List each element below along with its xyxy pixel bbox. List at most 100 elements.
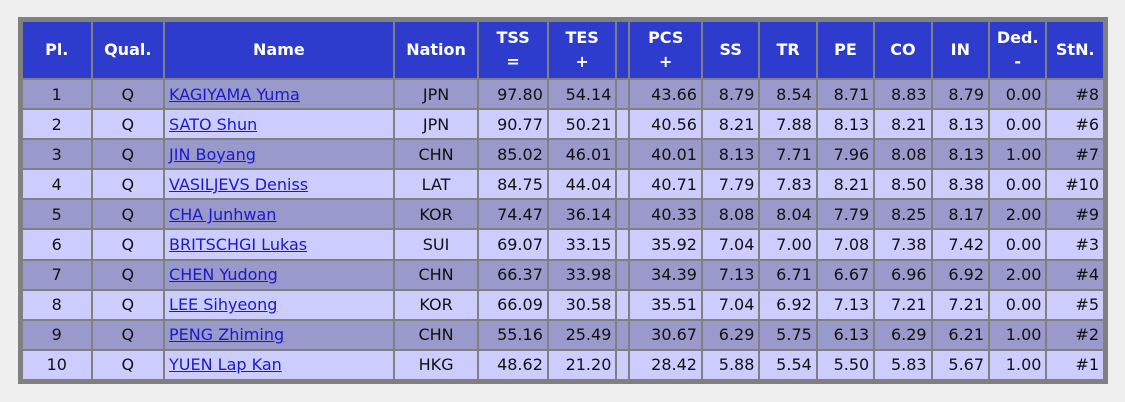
skater-link[interactable]: VASILJEVS Deniss [169, 174, 309, 194]
in-cell: 7.21 [932, 290, 989, 319]
qual-cell: Q [92, 170, 164, 199]
qual-cell: Q [92, 230, 164, 259]
skater-link[interactable]: SATO Shun [169, 114, 258, 134]
tss-cell: 66.37 [479, 260, 547, 289]
pcs-cell: 40.33 [630, 200, 701, 229]
header-deductions: Ded. - [990, 22, 1046, 78]
spacer-cell [617, 230, 629, 259]
ded-cell: 1.00 [990, 350, 1046, 379]
name-cell: CHA Junhwan [165, 200, 393, 229]
skater-link[interactable]: YUEN Lap Kan [169, 355, 282, 375]
pcs-cell: 28.42 [630, 350, 701, 379]
place-cell: 5 [23, 200, 91, 229]
pcs-cell: 43.66 [630, 80, 701, 109]
in-cell: 8.79 [932, 80, 989, 109]
tr-cell: 6.92 [760, 290, 816, 319]
pcs-cell: 34.39 [630, 260, 701, 289]
skater-link[interactable]: PENG Zhiming [169, 325, 285, 345]
skater-link[interactable]: BRITSCHGI Lukas [169, 235, 308, 255]
qual-cell: Q [92, 110, 164, 139]
table-row: 8 Q LEE Sihyeong KOR 66.09 30.58 35.51 7… [23, 290, 1103, 319]
pcs-cell: 35.92 [630, 230, 701, 259]
ss-cell: 8.21 [702, 110, 759, 139]
co-cell: 7.38 [875, 230, 931, 259]
skater-link[interactable]: CHA Junhwan [169, 204, 277, 224]
ded-cell: 0.00 [990, 110, 1046, 139]
tss-cell: 55.16 [479, 320, 547, 349]
spacer-cell [617, 290, 629, 319]
tes-cell: 21.20 [548, 350, 616, 379]
header-tr: TR [760, 22, 816, 78]
place-cell: 4 [23, 170, 91, 199]
ded-cell: 0.00 [990, 230, 1046, 259]
tr-cell: 8.54 [760, 80, 816, 109]
name-cell: LEE Sihyeong [165, 290, 393, 319]
header-tss: TSS = [479, 22, 547, 78]
name-cell: CHEN Yudong [165, 260, 393, 289]
header-pcs: PCS + [630, 22, 701, 78]
place-cell: 6 [23, 230, 91, 259]
stn-cell: #9 [1047, 200, 1103, 229]
stn-cell: #10 [1047, 170, 1103, 199]
tr-cell: 7.88 [760, 110, 816, 139]
name-cell: VASILJEVS Deniss [165, 170, 393, 199]
stn-cell: #5 [1047, 290, 1103, 319]
nation-cell: CHN [394, 260, 478, 289]
pe-cell: 8.13 [817, 110, 874, 139]
tss-cell: 97.80 [479, 80, 547, 109]
ded-cell: 0.00 [990, 80, 1046, 109]
skater-link[interactable]: CHEN Yudong [169, 265, 278, 285]
ss-cell: 8.13 [702, 140, 759, 169]
ss-cell: 6.29 [702, 320, 759, 349]
skater-link[interactable]: LEE Sihyeong [169, 295, 278, 315]
nation-cell: CHN [394, 320, 478, 349]
ss-cell: 7.04 [702, 290, 759, 319]
skater-link[interactable]: KAGIYAMA Yuma [169, 84, 300, 104]
co-cell: 5.83 [875, 350, 931, 379]
pe-cell: 7.08 [817, 230, 874, 259]
header-tes: TES + [548, 22, 616, 78]
tss-cell: 66.09 [479, 290, 547, 319]
nation-cell: CHN [394, 140, 478, 169]
tr-cell: 7.71 [760, 140, 816, 169]
stn-cell: #6 [1047, 110, 1103, 139]
nation-cell: KOR [394, 290, 478, 319]
tss-cell: 90.77 [479, 110, 547, 139]
skater-link[interactable]: JIN Boyang [169, 144, 256, 164]
pcs-cell: 40.56 [630, 110, 701, 139]
pe-cell: 8.71 [817, 80, 874, 109]
place-cell: 7 [23, 260, 91, 289]
in-cell: 8.17 [932, 200, 989, 229]
co-cell: 6.96 [875, 260, 931, 289]
ss-cell: 7.04 [702, 230, 759, 259]
pe-cell: 7.79 [817, 200, 874, 229]
ded-cell: 1.00 [990, 320, 1046, 349]
co-cell: 8.83 [875, 80, 931, 109]
stn-cell: #2 [1047, 320, 1103, 349]
tr-cell: 7.00 [760, 230, 816, 259]
place-cell: 3 [23, 140, 91, 169]
name-cell: SATO Shun [165, 110, 393, 139]
pcs-cell: 35.51 [630, 290, 701, 319]
name-cell: JIN Boyang [165, 140, 393, 169]
spacer-cell [617, 80, 629, 109]
co-cell: 8.21 [875, 110, 931, 139]
stn-cell: #3 [1047, 230, 1103, 259]
stn-cell: #4 [1047, 260, 1103, 289]
table-row: 2 Q SATO Shun JPN 90.77 50.21 40.56 8.21… [23, 110, 1103, 139]
name-cell: BRITSCHGI Lukas [165, 230, 393, 259]
header-nation: Nation [394, 22, 478, 78]
co-cell: 7.21 [875, 290, 931, 319]
header-qualification: Qual. [92, 22, 164, 78]
co-cell: 8.08 [875, 140, 931, 169]
pe-cell: 6.67 [817, 260, 874, 289]
in-cell: 8.13 [932, 140, 989, 169]
tes-cell: 44.04 [548, 170, 616, 199]
ss-cell: 7.79 [702, 170, 759, 199]
header-name: Name [165, 22, 393, 78]
tes-cell: 25.49 [548, 320, 616, 349]
spacer-cell [617, 140, 629, 169]
header-start-number: StN. [1047, 22, 1103, 78]
header-row: Pl. Qual. Name Nation TSS = TES + PCS + SS … [23, 22, 1103, 78]
spacer-cell [617, 320, 629, 349]
